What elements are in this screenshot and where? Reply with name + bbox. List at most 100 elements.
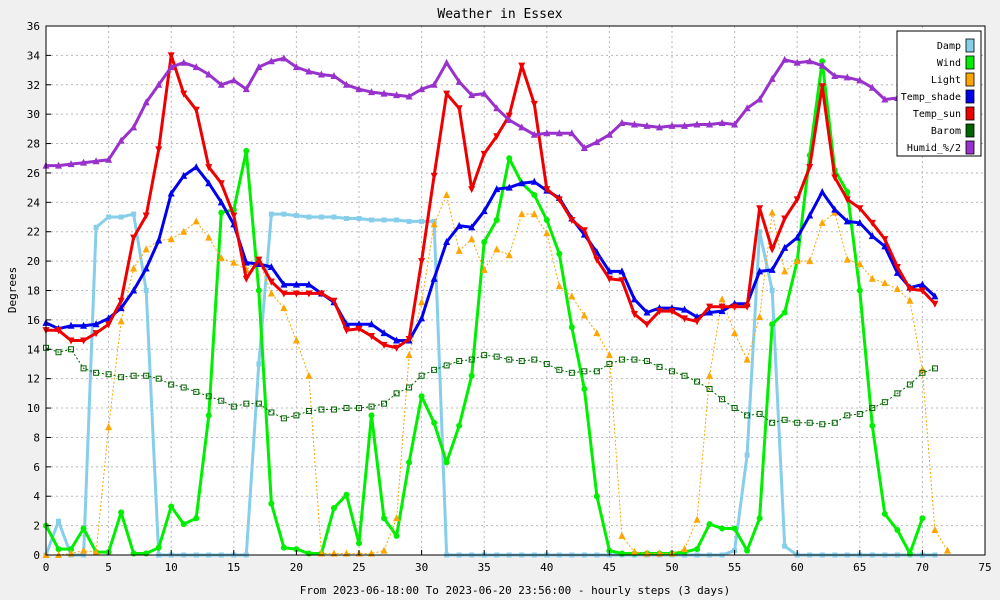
barom-point xyxy=(681,372,688,379)
wind-point xyxy=(343,491,350,498)
temp-shade-point xyxy=(292,280,300,288)
y-tick-label: 10 xyxy=(27,402,40,415)
legend-label-humid-2: Humid_%/2 xyxy=(907,143,961,154)
barom-point xyxy=(393,390,400,397)
humid-2-point xyxy=(731,120,739,128)
light-point xyxy=(943,546,951,554)
humid-2-point xyxy=(693,120,701,128)
legend-swatch-humid-2 xyxy=(965,140,975,155)
temp-sun-point xyxy=(105,321,113,329)
temp-sun-point xyxy=(230,212,238,220)
wind-point xyxy=(180,521,187,528)
humid-2-point xyxy=(330,71,338,79)
temp-sun-point xyxy=(530,100,538,108)
temp-sun-point xyxy=(355,325,363,333)
humid-2-point xyxy=(280,54,288,62)
temp-sun-point xyxy=(430,172,438,180)
barom-point xyxy=(518,358,525,365)
wind-point xyxy=(468,372,475,379)
series-barom xyxy=(43,344,938,428)
wind-point xyxy=(881,510,888,517)
wind-point xyxy=(531,191,538,198)
legend: Damp Wind Light Temp_shade Temp_sun Barom Humi… xyxy=(896,30,982,157)
humid-2-point xyxy=(718,118,726,126)
y-tick-label: 28 xyxy=(27,138,40,151)
temp-shade-point xyxy=(818,188,826,196)
light-point xyxy=(455,246,463,254)
temp-sun-point xyxy=(731,303,739,311)
wind-point xyxy=(330,504,337,511)
temp-shade-point xyxy=(117,304,125,312)
light-point xyxy=(230,258,238,266)
humid-2-point xyxy=(368,88,376,96)
temp-sun-point xyxy=(793,196,801,204)
humid-2-point xyxy=(781,55,789,63)
barom-point xyxy=(794,419,801,426)
barom-point xyxy=(443,362,450,369)
humid-2-point xyxy=(655,123,663,131)
temp-sun-point xyxy=(155,146,163,154)
wind-point xyxy=(356,540,362,547)
temp-sun-point xyxy=(655,308,663,316)
light-point xyxy=(205,233,213,241)
temp-sun-point xyxy=(618,277,626,285)
humid-2-point xyxy=(380,89,388,97)
light-point xyxy=(555,282,563,290)
light-point xyxy=(881,279,889,287)
humid-2-point xyxy=(568,129,576,137)
light-point xyxy=(918,365,926,373)
barom-point xyxy=(744,412,751,419)
wind-point xyxy=(481,239,488,246)
y-tick-label: 4 xyxy=(33,490,40,503)
temp-shade-point xyxy=(167,189,175,197)
x-tick-label: 75 xyxy=(978,561,991,574)
light-point xyxy=(130,264,138,272)
wind-point xyxy=(781,309,788,316)
wind-point xyxy=(593,493,600,500)
temp-shade-point xyxy=(605,267,613,275)
legend-swatch-temp-shade xyxy=(965,89,975,104)
barom-point xyxy=(155,375,162,382)
temp-sun-point xyxy=(868,219,876,227)
temp-sun-point xyxy=(80,337,88,345)
barom-point xyxy=(556,366,563,373)
x-tick-label: 10 xyxy=(165,561,178,574)
barom-point xyxy=(130,372,137,379)
barom-point xyxy=(343,405,350,412)
barom-point xyxy=(118,374,125,381)
light-point xyxy=(192,217,200,225)
damp-point xyxy=(419,218,425,224)
wind-point xyxy=(243,147,250,154)
temp-shade-point xyxy=(868,232,876,240)
barom-point xyxy=(531,356,538,363)
humid-2-point xyxy=(681,121,689,129)
temp-sun-point xyxy=(768,246,776,254)
temp-sun-point xyxy=(317,290,325,298)
humid-2-point xyxy=(706,120,714,128)
temp-shade-point xyxy=(305,280,313,288)
barom-point xyxy=(656,363,663,370)
temp-sun-point xyxy=(130,234,138,242)
barom-point xyxy=(368,403,375,410)
temp-shade-point xyxy=(518,179,526,187)
humid-2-point xyxy=(342,80,350,88)
axis-ticks: 0 5 10 15 20 25 30 35 40 45 50 55 60 65 70 750246810121… xyxy=(27,20,992,574)
wind-point xyxy=(706,521,713,528)
y-tick-label: 6 xyxy=(33,461,40,474)
light-point xyxy=(618,531,626,539)
y-tick-label: 8 xyxy=(33,431,40,444)
y-tick-label: 18 xyxy=(27,285,40,298)
wind-point xyxy=(305,550,312,557)
damp-point xyxy=(93,224,99,230)
temp-sun-point xyxy=(706,303,714,311)
humid-2-point xyxy=(530,130,538,138)
barom-point xyxy=(456,358,463,365)
damp-point xyxy=(106,214,112,220)
temp-shade-point xyxy=(881,242,889,250)
barom-point xyxy=(806,419,813,426)
x-tick-label: 55 xyxy=(728,561,741,574)
humid-2-point xyxy=(355,85,363,93)
series-temp-shade xyxy=(42,163,939,344)
light-point xyxy=(530,210,538,218)
